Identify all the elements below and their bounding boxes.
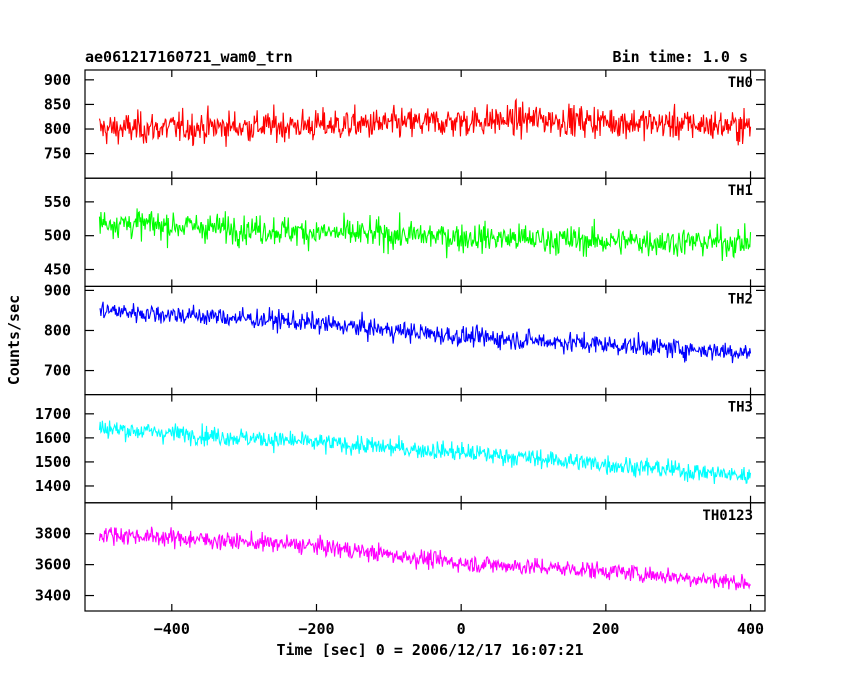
- series-line-th1: [98, 208, 752, 261]
- panel-frame-th2: [84, 285, 766, 396]
- y-tick-label-th3: 1400: [35, 477, 71, 495]
- y-tick-label-th0123: 3400: [35, 587, 71, 605]
- panel-th1: 450 500 550 TH1: [44, 177, 766, 287]
- series-line-th2: [99, 301, 752, 364]
- plot-panels: 750 800 850 900 TH0 450 500 550 TH1 700 800 900 TH2 1…: [35, 69, 766, 638]
- x-tick-label: −400: [154, 620, 190, 638]
- panel-label-th2: TH2: [728, 291, 753, 307]
- panel-th3: 1400 1500 1600 1700 TH3: [35, 394, 766, 504]
- panel-th0123: 3400 3600 3800 TH0123: [35, 502, 766, 612]
- y-tick-label-th1: 550: [44, 193, 71, 211]
- y-axis-label: Counts/sec: [5, 295, 23, 385]
- panel-label-th1: TH1: [728, 183, 753, 199]
- x-tick-label: 400: [737, 620, 764, 638]
- panel-label-th0: TH0: [728, 75, 753, 91]
- y-tick-label-th2: 700: [44, 362, 71, 380]
- y-tick-label-th0: 850: [44, 95, 71, 113]
- y-tick-label-th0: 800: [44, 120, 71, 138]
- x-tick-label: −200: [298, 620, 334, 638]
- y-tick-label-th3: 1600: [35, 429, 71, 447]
- x-tick-label: 200: [592, 620, 619, 638]
- y-tick-label-th2: 800: [44, 321, 71, 339]
- panel-th0: 750 800 850 900 TH0: [44, 69, 766, 179]
- chart-title-right: Bin time: 1.0 s: [613, 48, 748, 66]
- panel-label-th3: TH3: [728, 400, 753, 416]
- panel-label-th0123: TH0123: [702, 508, 753, 524]
- series-line-th3: [98, 420, 752, 485]
- y-tick-label-th3: 1500: [35, 453, 71, 471]
- series-line-th0123: [98, 526, 751, 591]
- panel-th2: 700 800 900 TH2: [44, 281, 766, 396]
- y-tick-label-th0: 750: [44, 145, 71, 163]
- y-tick-label-th1: 500: [44, 227, 71, 245]
- chart-title-left: ae061217160721_wam0_trn: [85, 48, 293, 66]
- series-line-th0: [98, 97, 752, 147]
- x-axis-label: Time [sec] 0 = 2006/12/17 16:07:21: [276, 641, 583, 659]
- y-tick-label-th2: 900: [44, 281, 71, 299]
- y-tick-label-th3: 1700: [35, 405, 71, 423]
- x-tick-label: 0: [457, 620, 466, 638]
- y-tick-label-th1: 450: [44, 260, 71, 278]
- panel-frame-th0123: [84, 502, 766, 612]
- y-tick-label-th0123: 3800: [35, 525, 71, 543]
- y-tick-label-th0: 900: [44, 71, 71, 89]
- y-tick-label-th0123: 3600: [35, 556, 71, 574]
